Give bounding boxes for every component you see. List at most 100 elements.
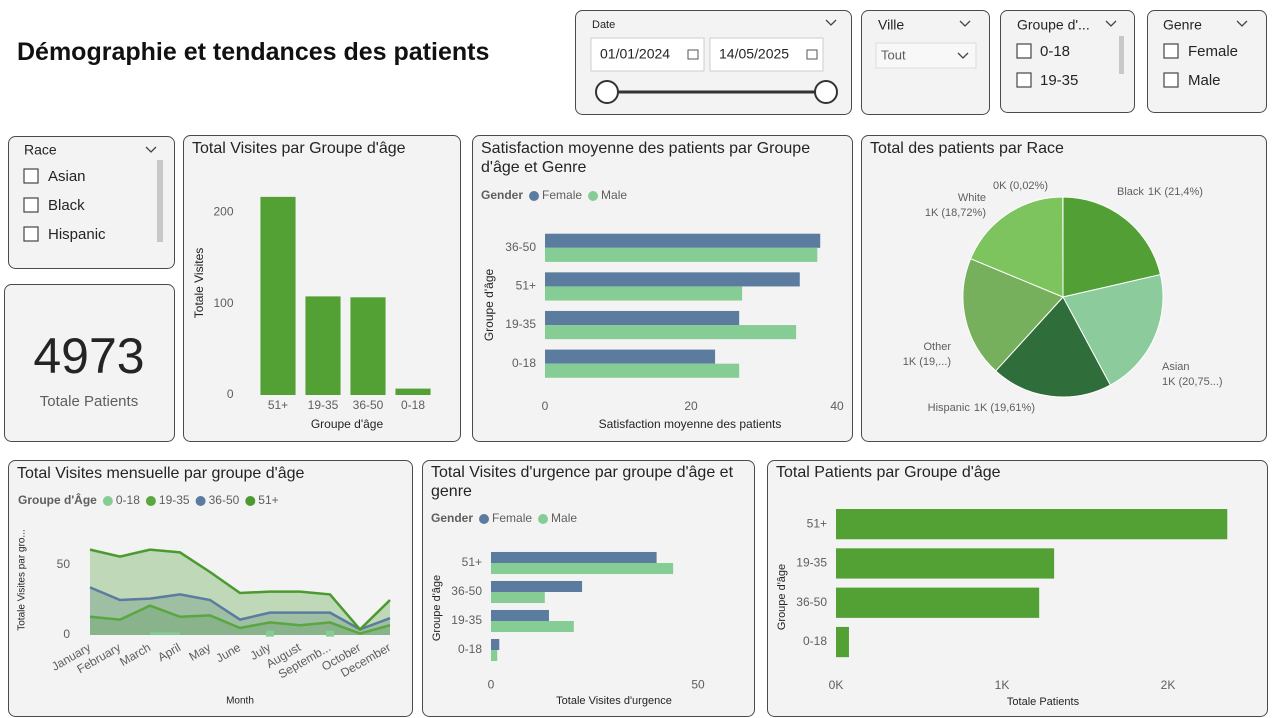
- y-axis-label: Groupe d'âge: [482, 269, 496, 342]
- bar: [545, 272, 800, 287]
- x-tick-label: 40: [830, 399, 844, 413]
- scrollbar[interactable]: [1119, 36, 1124, 74]
- bar: [350, 297, 386, 395]
- race-slicer[interactable]: [8, 136, 175, 269]
- y-tick-label: 19-35: [796, 556, 827, 570]
- slice-label: Hispanic: [928, 402, 971, 414]
- x-axis-label: Totale Visites d'urgence: [556, 695, 672, 707]
- chevron[interactable]: [825, 19, 837, 26]
- x-tick-label: 50: [691, 678, 705, 692]
- x-tick-label: 0: [542, 399, 549, 413]
- legend-title: Groupe d'Âge: [18, 492, 97, 507]
- slicer-item: Female: [1188, 43, 1238, 60]
- bar: [545, 349, 716, 364]
- legend-title: Gender: [431, 511, 473, 525]
- slice-label-group: Hispanic 1K (19,61%): [928, 402, 1035, 414]
- legend-label: Female: [492, 511, 532, 525]
- x-tick-label: 2K: [1161, 678, 1176, 692]
- checkbox[interactable]: [23, 168, 39, 184]
- chart: 0K 1K 2K 51+ 19-35 36-50 0-18 Totale Patients Gr…: [776, 509, 1228, 708]
- point-marker: [326, 630, 334, 637]
- panel: [422, 460, 755, 717]
- checkbox[interactable]: [23, 197, 39, 213]
- y-tick-label: 200: [213, 205, 233, 219]
- date-input[interactable]: [590, 37, 705, 72]
- y-tick-label: 0: [63, 627, 70, 641]
- checkbox[interactable]: [1163, 72, 1179, 88]
- bar: [545, 363, 740, 378]
- bar: [545, 286, 743, 301]
- slider-handle[interactable]: [595, 80, 619, 104]
- bar: [836, 548, 1055, 579]
- bar: [395, 388, 431, 395]
- pie-slice: [994, 296, 1112, 398]
- y-tick-label: 0-18: [512, 356, 536, 370]
- bar: [491, 650, 498, 662]
- scrollbar[interactable]: [157, 160, 163, 242]
- calendar-icon[interactable]: [806, 49, 818, 60]
- data-label: 1K (18,72%): [925, 207, 986, 219]
- slicer-item: Hispanic: [48, 226, 106, 243]
- chevron[interactable]: [959, 20, 971, 27]
- y-axis-label: Totale Visites par gro...: [17, 529, 28, 631]
- checkbox[interactable]: [1016, 43, 1032, 59]
- y-tick-label: 0-18: [458, 642, 482, 656]
- checkbox[interactable]: [23, 226, 39, 242]
- x-tick-label: 36-50: [353, 398, 384, 412]
- calendar-icon[interactable]: [687, 49, 699, 60]
- bar: [305, 296, 341, 395]
- y-tick-label: 0: [227, 387, 234, 401]
- legend-marker: [195, 496, 206, 506]
- date-input[interactable]: [709, 37, 824, 72]
- legend-marker: [538, 514, 549, 524]
- bar: [491, 609, 549, 621]
- checkbox[interactable]: [1016, 72, 1032, 88]
- dropdown[interactable]: [875, 42, 977, 69]
- slice-label-group: 0K (0,02%): [993, 180, 1048, 192]
- bar: [491, 621, 574, 633]
- x-tick-label: 0K: [829, 678, 844, 692]
- chevron[interactable]: [1105, 20, 1117, 27]
- slice-label: White: [958, 192, 986, 204]
- slicer-title: Ville: [878, 17, 904, 33]
- chart: 0 20 40 36-50 51+ 19-35 0-18 Gender Female Male Sa…: [481, 188, 844, 431]
- chevron[interactable]: [145, 146, 157, 153]
- x-axis-label: Totale Patients: [1007, 696, 1080, 708]
- slice-label: Asian: [1162, 361, 1190, 373]
- y-tick-label: 36-50: [796, 595, 827, 609]
- legend-marker: [102, 496, 113, 506]
- groupe-slicer[interactable]: [1000, 10, 1135, 113]
- x-axis-label: Month: [226, 696, 254, 707]
- chevron[interactable]: [957, 52, 969, 59]
- legend-label: Female: [542, 188, 582, 202]
- slicer-item: Black: [48, 197, 85, 214]
- legend-marker: [145, 496, 156, 506]
- date-end: 14/05/2025: [719, 46, 789, 62]
- y-tick-label: 19-35: [505, 317, 536, 331]
- y-tick-label: 50: [57, 557, 71, 571]
- dropdown-value: Tout: [881, 47, 906, 62]
- chart-title: Satisfaction moyenne des patients par Gr…: [481, 140, 811, 176]
- legend-label: 0-18: [116, 493, 140, 507]
- bar: [491, 580, 583, 592]
- slicer-title: Race: [24, 142, 57, 158]
- chart: 0 50 51+ 36-50 19-35 0-18 Gender Female Male Tota…: [431, 511, 705, 707]
- slider-handle[interactable]: [814, 80, 838, 104]
- y-tick-label: 51+: [462, 555, 482, 569]
- y-tick-label: 51+: [807, 516, 827, 530]
- slice-label: Other: [923, 341, 951, 353]
- x-tick-label: 19-35: [308, 398, 339, 412]
- checkbox[interactable]: [1163, 43, 1179, 59]
- page-title: Démographie et tendances des patients: [17, 38, 490, 66]
- legend-label: Male: [601, 188, 627, 202]
- chart-title: Total Visites mensuelle par groupe d'âge: [17, 465, 305, 482]
- data-label: 1K (19,61%): [974, 402, 1035, 414]
- x-axis-label: Satisfaction moyenne des patients: [599, 417, 782, 431]
- slicer-title: Groupe d'...: [1017, 17, 1090, 33]
- bar: [836, 509, 1228, 540]
- y-tick-label: 36-50: [505, 240, 536, 254]
- legend-label: 36-50: [209, 493, 240, 507]
- chevron[interactable]: [1236, 20, 1248, 27]
